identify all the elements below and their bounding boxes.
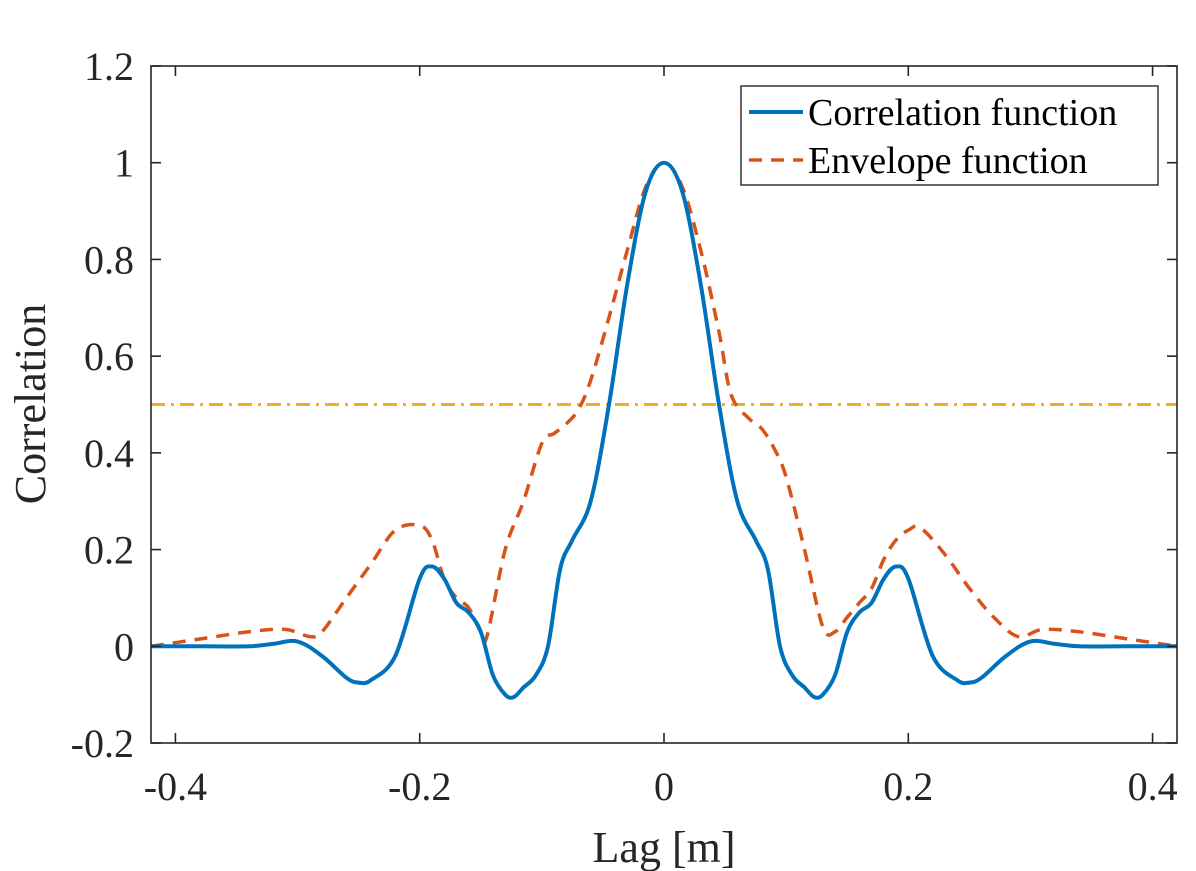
legend-label-envelope: Envelope function [808,140,1088,182]
y-tick-label: 0 [114,624,134,669]
tick-layer: -0.4 -0.2 0 0.2 0.4-0.200.20.40.60.811.2 [71,44,1178,809]
x-axis-title: Lag [m] [593,823,736,871]
x-tick-label: 0.2 [883,764,933,809]
y-tick-label: 0.4 [84,431,134,476]
y-tick-label: 0.6 [84,334,134,379]
x-tick-label: 0.4 [1128,764,1178,809]
y-tick-label: 0.2 [84,528,134,573]
x-tick-label: -0.2 [388,764,451,809]
y-tick-label: 1.2 [84,44,134,89]
y-axis-title: Correlation [6,304,55,504]
legend: Correlation function Envelope function [740,85,1159,186]
x-tick-label: 0 [654,764,674,809]
legend-label-correlation: Correlation function [808,92,1117,134]
series-line-envelope [150,160,1178,649]
y-tick-label: -0.2 [71,721,134,766]
legend-box [740,85,1159,186]
series-layer [150,160,1178,700]
x-tick-label: -0.4 [144,764,207,809]
y-tick-label: 0.8 [84,237,134,282]
y-tick-label: 1 [114,141,134,186]
series-line-correlation [151,160,1177,700]
